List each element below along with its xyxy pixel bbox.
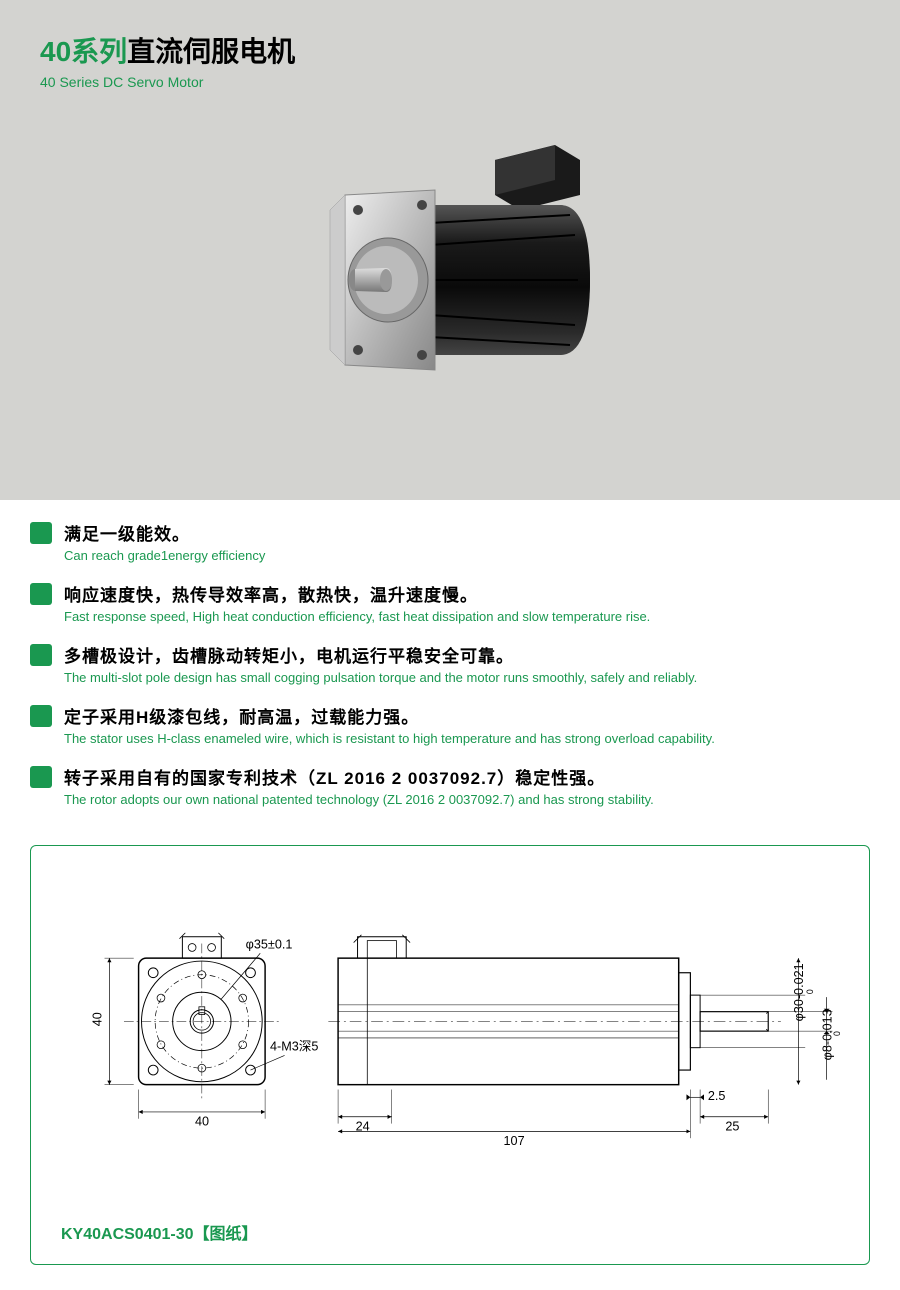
- feature-en: Fast response speed, High heat conductio…: [64, 609, 650, 624]
- bullet-icon: [30, 522, 52, 544]
- feature-item: 多槽极设计，齿槽脉动转矩小，电机运行平稳安全可靠。 The multi-slot…: [30, 642, 870, 685]
- feature-en: Can reach grade1energy efficiency: [64, 548, 265, 563]
- dim-107: 107: [504, 1134, 525, 1148]
- feature-en: The rotor adopts our own national patent…: [64, 792, 654, 807]
- dim-40h: 40: [195, 1115, 209, 1129]
- feature-cn: 多槽极设计，齿槽脉动转矩小，电机运行平稳安全可靠。: [64, 642, 697, 667]
- header-section: 40系列直流伺服电机 40 Series DC Servo Motor: [0, 0, 900, 500]
- drawing-panel: φ35±0.1 4-M3深5 40 40: [30, 845, 870, 1265]
- title-suffix: 直流伺服电机: [127, 36, 295, 67]
- feature-cn: 响应速度快，热传导效率高，散热快，温升速度慢。: [64, 581, 650, 606]
- bullet-icon: [30, 766, 52, 788]
- feature-item: 定子采用H级漆包线，耐高温，过载能力强。 The stator uses H-c…: [30, 703, 870, 746]
- dim-40v: 40: [91, 1012, 105, 1026]
- bullet-icon: [30, 644, 52, 666]
- feature-item: 响应速度快，热传导效率高，散热快，温升速度慢。 Fast response sp…: [30, 581, 870, 624]
- motor-image: [270, 135, 630, 415]
- feature-en: The stator uses H-class enameled wire, w…: [64, 731, 715, 746]
- title-cn: 40系列直流伺服电机: [40, 30, 860, 70]
- dim-phi35: φ35±0.1: [246, 937, 293, 951]
- feature-cn: 转子采用自有的国家专利技术（ZL 2016 2 0037092.7）稳定性强。: [64, 764, 654, 789]
- bullet-icon: [30, 583, 52, 605]
- title-en: 40 Series DC Servo Motor: [40, 74, 860, 90]
- feature-cn: 满足一级能效。: [64, 520, 265, 545]
- dim-4m3: 4-M3深5: [270, 1040, 318, 1054]
- feature-item: 满足一级能效。 Can reach grade1energy efficienc…: [30, 520, 870, 563]
- bullet-icon: [30, 705, 52, 727]
- features-list: 满足一级能效。 Can reach grade1energy efficienc…: [0, 500, 900, 835]
- title-prefix: 40系列: [40, 36, 127, 67]
- dim-zero2: 0: [832, 1031, 842, 1036]
- dim-2-5: 2.5: [708, 1089, 726, 1103]
- feature-cn: 定子采用H级漆包线，耐高温，过载能力强。: [64, 703, 715, 728]
- dim-zero1: 0: [805, 989, 815, 994]
- feature-en: The multi-slot pole design has small cog…: [64, 670, 697, 685]
- technical-drawing: φ35±0.1 4-M3深5 40 40: [51, 876, 849, 1196]
- feature-item: 转子采用自有的国家专利技术（ZL 2016 2 0037092.7）稳定性强。 …: [30, 764, 870, 807]
- drawing-label: KY40ACS0401-30【图纸】: [61, 1220, 258, 1244]
- dim-25: 25: [725, 1119, 739, 1133]
